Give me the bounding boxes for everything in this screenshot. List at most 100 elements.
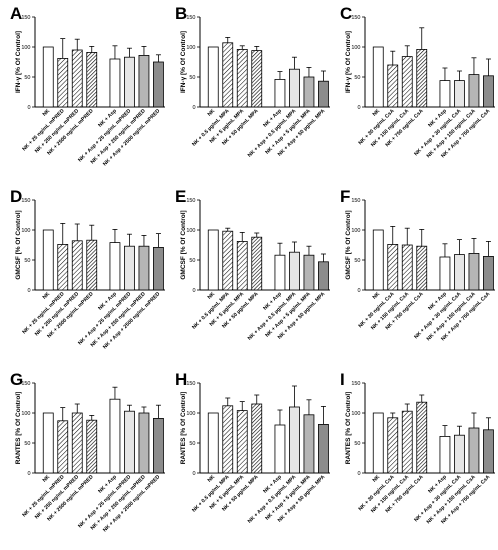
- bar: [454, 434, 465, 474]
- bar: [109, 242, 121, 291]
- bar: [138, 245, 150, 291]
- y-tick-label: 100: [351, 45, 360, 51]
- bar: [372, 412, 384, 474]
- y-tick-label: 0: [27, 105, 30, 111]
- bar: [57, 58, 69, 108]
- y-tick-label: 50: [354, 75, 360, 81]
- y-axis-label: RANTES [% Of Control]: [180, 392, 187, 465]
- y-tick-label: 50: [189, 258, 195, 264]
- y-tick-label: 0: [27, 471, 30, 477]
- y-tick-label: 150: [21, 381, 30, 387]
- panel-letter: D: [10, 187, 22, 206]
- panel-letter: G: [10, 370, 23, 389]
- bar: [289, 406, 300, 474]
- bar: [303, 76, 315, 108]
- y-axis-label: IFN-γ [% Of Control]: [345, 31, 352, 93]
- panel-letter: A: [10, 4, 22, 23]
- bar: [416, 245, 428, 291]
- bar: [86, 52, 98, 108]
- category-label: NK: [207, 291, 217, 301]
- bar: [124, 410, 135, 474]
- bar: [401, 56, 413, 108]
- y-tick-label: 0: [192, 288, 195, 294]
- y-tick-label: 150: [351, 381, 360, 387]
- bar: [42, 412, 54, 474]
- y-axis-label: GMCSF [% Of Control]: [15, 210, 22, 279]
- bar: [318, 261, 329, 291]
- panel-letter: C: [340, 4, 352, 23]
- bar: [468, 427, 480, 474]
- panel-letter: B: [175, 4, 187, 23]
- bar: [454, 254, 465, 291]
- bar: [222, 42, 234, 108]
- bar: [387, 64, 399, 108]
- y-axis-label: GMCSF [% Of Control]: [345, 210, 352, 279]
- bar: [138, 412, 150, 474]
- bar: [153, 247, 164, 291]
- y-axis-label: IFN-γ [% Of Control]: [15, 31, 22, 93]
- y-tick-label: 100: [186, 411, 195, 417]
- y-tick-label: 50: [24, 258, 30, 264]
- y-tick-label: 50: [354, 441, 360, 447]
- bar: [207, 46, 219, 108]
- panel-letter: E: [175, 187, 186, 206]
- y-tick-label: 100: [21, 228, 30, 234]
- bar: [251, 236, 263, 291]
- bar: [236, 241, 248, 291]
- bar: [138, 55, 150, 108]
- category-label: NK: [372, 108, 382, 118]
- y-tick-label: 0: [192, 471, 195, 477]
- bar: [222, 405, 234, 474]
- bar: [372, 46, 384, 108]
- y-axis-label: RANTES [% Of Control]: [345, 392, 352, 465]
- category-label: NK: [42, 291, 52, 301]
- y-tick-label: 150: [351, 198, 360, 204]
- bar: [71, 49, 83, 108]
- y-axis-label: RANTES [% Of Control]: [15, 392, 22, 465]
- bar: [71, 412, 83, 474]
- y-tick-label: 150: [21, 15, 30, 21]
- y-tick-label: 0: [192, 105, 195, 111]
- y-tick-label: 50: [24, 441, 30, 447]
- bar: [236, 49, 248, 108]
- bar: [303, 414, 315, 474]
- bar: [124, 56, 135, 108]
- category-label: NK: [372, 474, 382, 484]
- y-tick-label: 50: [189, 441, 195, 447]
- y-tick-label: 100: [351, 228, 360, 234]
- panel-letter: I: [340, 370, 345, 389]
- bar: [274, 254, 286, 291]
- y-tick-label: 0: [357, 288, 360, 294]
- bar: [153, 418, 164, 474]
- bar: [416, 49, 428, 108]
- category-label: NK: [372, 291, 382, 301]
- bar: [468, 253, 480, 291]
- bar: [387, 244, 399, 291]
- y-axis-label: GMCSF [% Of Control]: [180, 210, 187, 279]
- y-tick-label: 150: [186, 15, 195, 21]
- bar: [387, 417, 399, 474]
- bar: [57, 420, 69, 474]
- y-tick-label: 0: [27, 288, 30, 294]
- bar: [71, 240, 83, 291]
- y-tick-label: 100: [351, 411, 360, 417]
- bar: [42, 229, 54, 291]
- bar: [124, 245, 135, 291]
- bar: [57, 244, 69, 291]
- category-label: NK: [207, 108, 217, 118]
- bar: [222, 230, 234, 291]
- bar: [483, 429, 494, 474]
- y-tick-label: 150: [351, 15, 360, 21]
- panel-letter: F: [340, 187, 350, 206]
- bar: [289, 251, 300, 291]
- bar: [109, 58, 121, 108]
